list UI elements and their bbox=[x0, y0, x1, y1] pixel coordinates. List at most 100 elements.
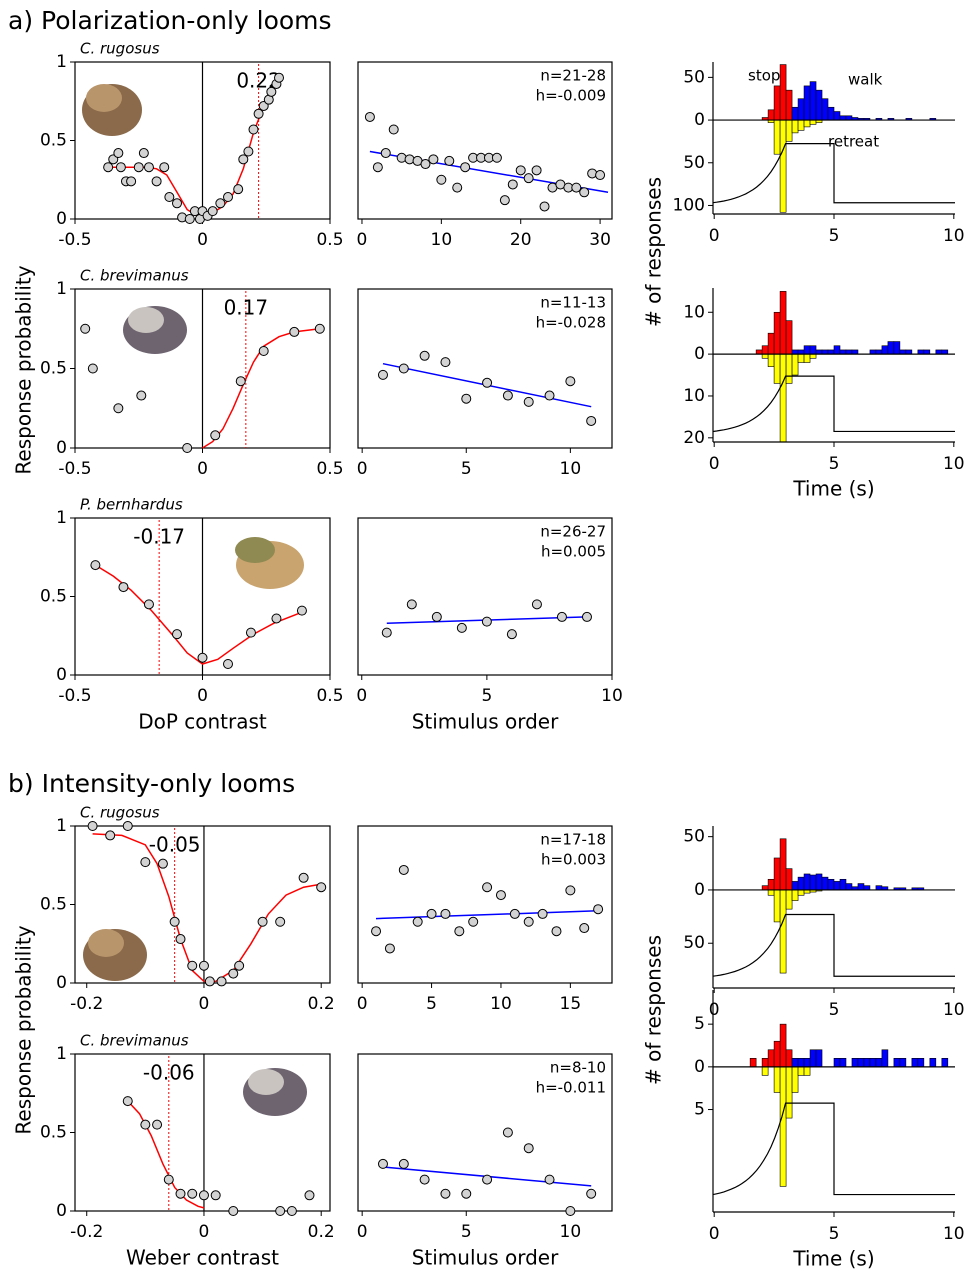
data-point bbox=[314, 323, 325, 334]
data-point bbox=[523, 916, 534, 927]
data-point bbox=[509, 908, 520, 919]
x-tick-label: 0 bbox=[709, 1000, 720, 1020]
threshold-label: -0.06 bbox=[143, 1061, 195, 1085]
data-point bbox=[223, 192, 233, 203]
x-axis-label: Time (s) bbox=[792, 477, 874, 501]
x-tick-label: 10 bbox=[943, 454, 965, 474]
data-point bbox=[228, 968, 239, 979]
data-point bbox=[482, 1174, 493, 1185]
histogram-bar bbox=[779, 838, 787, 891]
data-point bbox=[586, 1188, 597, 1199]
histogram-bar bbox=[791, 1066, 799, 1093]
x-tick-label: -0.5 bbox=[58, 230, 91, 250]
histogram-bar bbox=[815, 349, 823, 355]
data-point bbox=[495, 890, 506, 901]
data-point bbox=[169, 916, 180, 927]
data-point bbox=[172, 198, 182, 209]
data-point bbox=[286, 1206, 297, 1216]
data-point bbox=[544, 390, 555, 401]
histogram-bar bbox=[797, 876, 805, 891]
data-point bbox=[113, 148, 124, 159]
data-point bbox=[118, 582, 129, 593]
histogram-bar bbox=[761, 1066, 769, 1076]
histogram-bar bbox=[815, 89, 823, 121]
data-point bbox=[248, 124, 259, 135]
histogram-bar bbox=[941, 349, 949, 355]
y-tick-label: 0 bbox=[694, 1057, 705, 1077]
histogram-bar bbox=[863, 1058, 871, 1068]
histogram-bar bbox=[827, 349, 835, 355]
x-tick-label: 10 bbox=[943, 226, 965, 246]
data-point bbox=[122, 1096, 133, 1107]
legend-label: retreat bbox=[828, 133, 879, 151]
x-tick-label: 5 bbox=[829, 1000, 840, 1020]
data-point bbox=[157, 858, 168, 869]
data-point bbox=[187, 960, 198, 971]
data-point bbox=[235, 376, 246, 387]
data-point bbox=[531, 599, 542, 610]
data-point bbox=[377, 1158, 388, 1169]
data-point bbox=[198, 960, 209, 971]
data-point bbox=[440, 1188, 451, 1199]
plot-frame bbox=[357, 61, 613, 220]
histogram-bar bbox=[803, 85, 811, 121]
data-point bbox=[234, 960, 245, 971]
histogram-bar bbox=[881, 345, 889, 355]
data-point bbox=[452, 182, 463, 193]
x-axis-label: Time (s) bbox=[792, 1247, 874, 1271]
histogram-bar bbox=[833, 881, 841, 891]
data-point bbox=[481, 616, 492, 627]
histogram-bar bbox=[791, 889, 799, 901]
x-tick-label: 0 bbox=[357, 230, 368, 250]
y-axis-label: Response probability bbox=[12, 265, 36, 474]
y-tick-label: 50 bbox=[683, 933, 705, 953]
histogram-bar bbox=[755, 349, 763, 355]
histogram-bar bbox=[779, 291, 787, 355]
histogram-bar bbox=[875, 349, 883, 355]
histogram-bar bbox=[785, 868, 793, 891]
histogram-bar bbox=[797, 98, 805, 121]
x-tick-label: 0 bbox=[709, 226, 720, 246]
data-point bbox=[398, 864, 409, 875]
stat-annotation: h=-0.009 bbox=[536, 87, 606, 105]
data-point bbox=[122, 821, 133, 831]
x-tick-label: 10 bbox=[943, 1000, 965, 1020]
data-point bbox=[461, 1188, 472, 1199]
legend-label: walk bbox=[848, 71, 883, 89]
histogram-bar bbox=[839, 349, 847, 355]
y-tick-label: 50 bbox=[683, 67, 705, 87]
threshold-label: -0.17 bbox=[133, 525, 185, 549]
x-axis-label: Weber contrast bbox=[126, 1246, 279, 1270]
histogram-bar bbox=[845, 115, 853, 121]
histogram-bar bbox=[773, 889, 781, 923]
histogram-bar bbox=[779, 64, 787, 121]
histogram-bar bbox=[761, 1058, 769, 1068]
data-point bbox=[398, 1158, 409, 1169]
histogram-bar bbox=[779, 353, 787, 443]
data-point bbox=[404, 154, 415, 165]
x-tick-label: 10 bbox=[431, 230, 453, 250]
histogram-bar bbox=[917, 349, 925, 355]
data-point bbox=[207, 206, 218, 217]
y-tick-label: 20 bbox=[683, 428, 705, 448]
histogram-bar bbox=[863, 885, 871, 891]
histogram-bar bbox=[761, 353, 769, 359]
species-title: C. rugosus bbox=[80, 40, 160, 58]
histogram-bar bbox=[791, 106, 799, 121]
data-point bbox=[523, 396, 534, 407]
x-tick-label: -0.5 bbox=[58, 686, 91, 706]
y-tick-label: 0 bbox=[56, 665, 67, 685]
data-point bbox=[523, 1143, 534, 1154]
data-point bbox=[151, 176, 162, 187]
x-tick-label: 0.5 bbox=[316, 686, 343, 706]
data-point bbox=[175, 1188, 186, 1199]
data-point bbox=[316, 882, 327, 893]
histogram-bar bbox=[809, 345, 817, 355]
histogram-bar bbox=[899, 349, 907, 355]
x-tick-label: -0.2 bbox=[70, 1222, 103, 1242]
histogram-bar bbox=[797, 349, 805, 355]
histogram-bar bbox=[845, 349, 853, 355]
data-point bbox=[296, 605, 307, 616]
y-tick-label: 1 bbox=[56, 508, 67, 528]
histogram-bar bbox=[869, 349, 877, 355]
